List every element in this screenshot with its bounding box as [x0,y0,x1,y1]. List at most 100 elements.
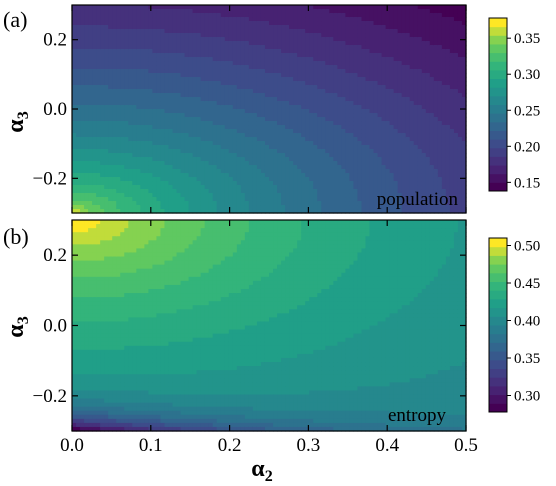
heatmap-cell [417,49,423,54]
heatmap-cell [385,209,391,214]
heatmap-cell [437,33,443,38]
heatmap-cell [389,85,395,90]
heatmap-cell [357,125,363,130]
heatmap-cell [196,197,202,202]
heatmap-cell [301,181,306,186]
heatmap-cell [240,157,246,162]
heatmap-cell [228,133,234,138]
heatmap-cell [216,149,222,154]
heatmap-cell [397,197,403,202]
heatmap-cell [180,73,186,78]
heatmap-cell [389,77,395,82]
heatmap-cell [449,137,455,142]
heatmap-cell [341,65,346,70]
heatmap-cell [401,65,407,70]
heatmap-cell [301,65,306,70]
heatmap-cell [317,89,322,94]
heatmap-cell [373,145,379,150]
heatmap-cell [184,9,190,14]
heatmap-cell [273,73,278,78]
heatmap-cell [120,25,125,30]
heatmap-cell [180,33,186,38]
heatmap-cell [413,189,419,194]
heatmap-cell [289,117,294,122]
heatmap-cell [256,65,262,70]
heatmap-cell [401,137,407,142]
heatmap-cell [281,101,286,106]
heatmap-cell [152,113,158,118]
heatmap-cell [333,57,338,62]
heatmap-cell [148,181,154,186]
heatmap-cell [337,149,342,154]
heatmap-cell [293,117,298,122]
heatmap-cell [313,77,318,82]
heatmap-cell [252,69,258,74]
heatmap-cell [236,85,242,90]
heatmap-cell [329,61,334,66]
heatmap-cell [373,89,379,94]
heatmap-cell [281,105,286,110]
heatmap-cell [120,53,125,58]
heatmap-cell [393,117,399,122]
heatmap-cell [281,181,286,186]
heatmap-cell [341,157,346,162]
heatmap-cell [140,185,145,190]
heatmap-cell [333,145,338,150]
heatmap-cell [445,89,451,94]
heatmap-cell [76,125,81,130]
heatmap-cell [100,29,105,34]
heatmap-cell [112,25,117,30]
heatmap-cell [389,5,395,10]
heatmap-cell [441,201,447,206]
heatmap-cell [437,61,443,66]
heatmap-cell [196,117,202,122]
heatmap-cell [377,5,383,10]
heatmap-cell [160,173,166,178]
heatmap-cell [84,57,89,62]
heatmap-cell [200,81,206,86]
heatmap-cell [244,13,250,18]
heatmap-cell [132,161,137,166]
heatmap-cell [212,105,218,110]
heatmap-cell [429,81,435,86]
heatmap-cell [116,101,121,106]
heatmap-cell [264,133,270,138]
heatmap-cell [297,25,302,30]
heatmap-cell [100,89,105,94]
heatmap-cell [104,129,109,134]
heatmap-cell [417,41,423,46]
heatmap-cell [301,165,306,170]
heatmap-cell [220,33,226,38]
heatmap-cell [381,13,387,18]
heatmap-cell [385,205,391,210]
heatmap-cell [429,13,435,18]
heatmap-cell [361,21,367,26]
heatmap-cell [281,25,286,30]
heatmap-cell [76,9,81,14]
heatmap-cell [273,177,278,182]
heatmap-cell [369,165,375,170]
heatmap-cell [136,149,141,154]
heatmap-cell [124,65,129,70]
heatmap-cell [417,149,423,154]
heatmap-cell [140,21,145,26]
heatmap-cell [260,57,266,62]
heatmap-cell [252,93,258,98]
heatmap-cell [232,89,238,94]
heatmap-cell [164,125,170,130]
heatmap-cell [240,101,246,106]
heatmap-cell [433,37,439,42]
heatmap-cell [305,17,310,22]
heatmap-cell [204,117,210,122]
heatmap-cell [329,93,334,98]
heatmap-cell [76,65,81,70]
heatmap-cell [277,97,282,102]
heatmap-cell [264,73,270,78]
heatmap-cell [273,113,278,118]
heatmap-cell [309,141,314,146]
heatmap-cell [341,169,346,174]
heatmap-cell [349,109,355,114]
heatmap-cell [449,161,455,166]
heatmap-cell [180,93,186,98]
heatmap-cell [156,61,162,66]
